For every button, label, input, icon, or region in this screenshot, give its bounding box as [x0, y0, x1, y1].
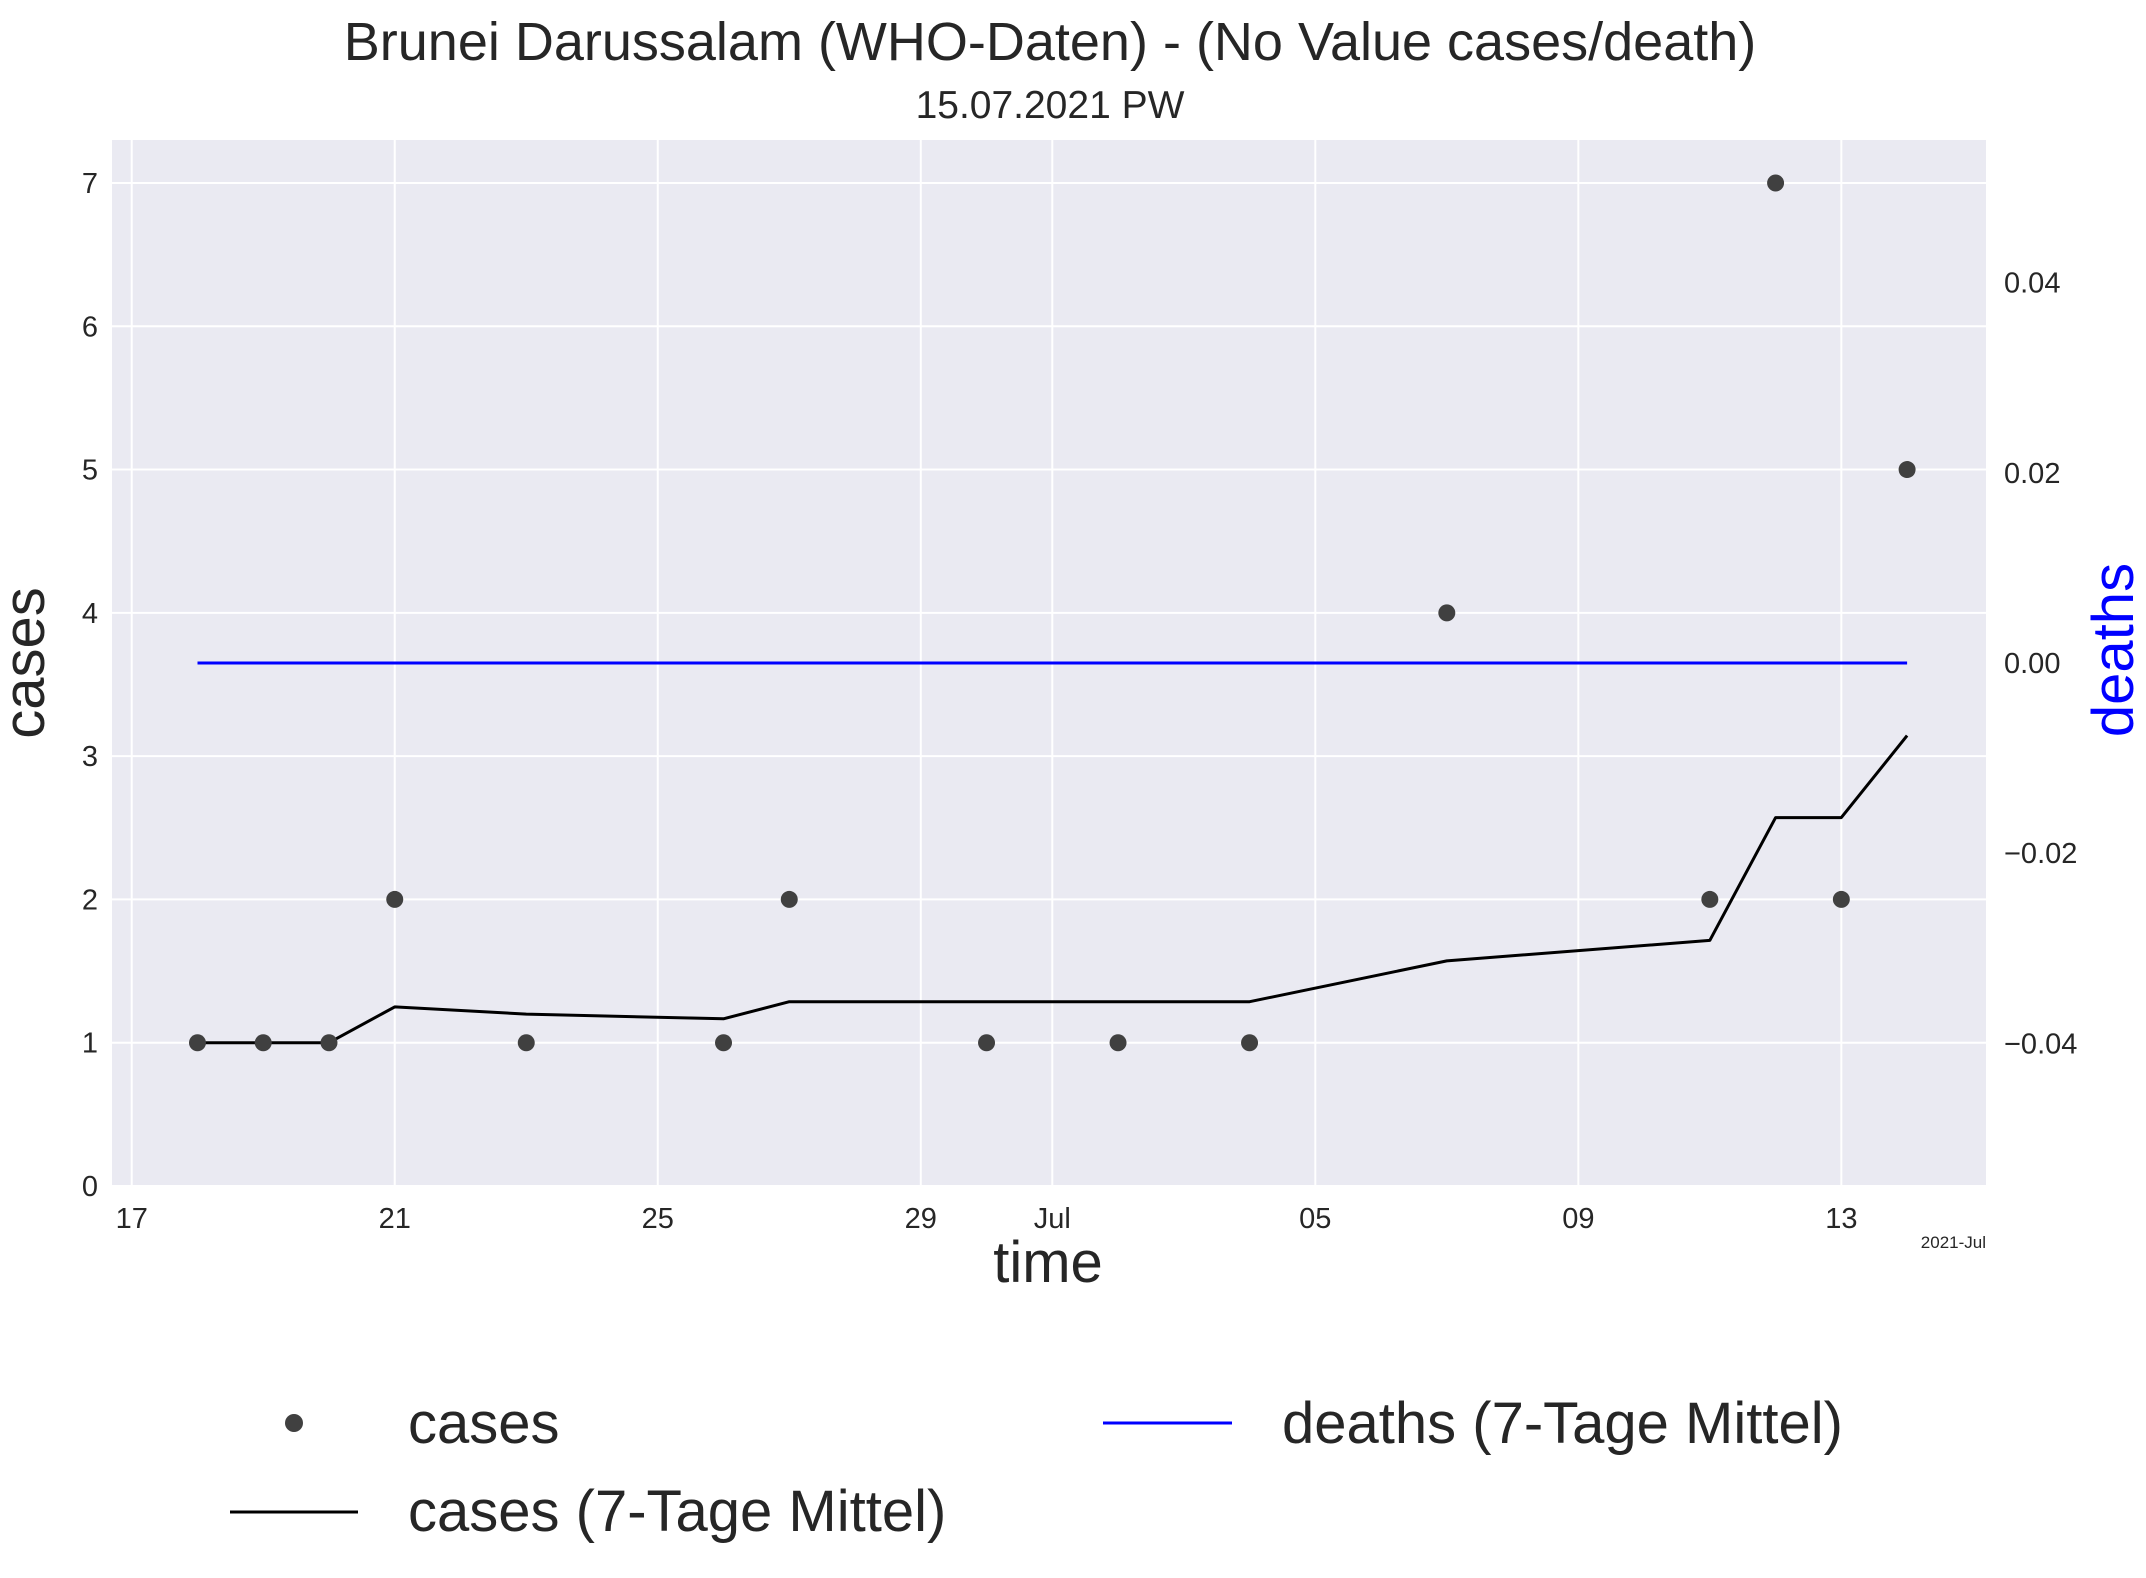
legend-cases-label: cases	[408, 1391, 560, 1456]
legend-deaths-avg-label: deaths (7-Tage Mittel)	[1282, 1391, 1843, 1456]
cases-point	[254, 1034, 272, 1052]
y2-tick-label: 0.00	[2004, 648, 2060, 680]
y-tick-label: 2	[82, 884, 98, 916]
x-tick-label: Jul	[1034, 1203, 1071, 1235]
cases-avg-line	[197, 734, 1909, 1045]
y-tick-label: 5	[82, 455, 98, 487]
cases-point	[978, 1034, 996, 1052]
y-tick-label: 0	[82, 1171, 98, 1203]
y-tick-labels: 0 1 2 3 4 5 6 7	[82, 168, 98, 1203]
y-tick-label: 1	[82, 1028, 98, 1060]
cases-point	[1701, 890, 1719, 908]
chart-subtitle: 15.07.2021 PW	[916, 84, 1185, 127]
y2-tick-label: −0.04	[2004, 1028, 2077, 1060]
cases-point	[1832, 890, 1850, 908]
cases-point	[517, 1034, 535, 1052]
cases-point	[386, 890, 404, 908]
y-tick-label: 6	[82, 311, 98, 343]
y2-tick-labels: −0.04 −0.02 0.00 0.02 0.04	[2004, 268, 2077, 1061]
cases-point	[1898, 461, 1916, 479]
cases-point	[1438, 604, 1456, 622]
x-tick-label: 09	[1562, 1203, 1594, 1235]
cases-point	[1767, 174, 1785, 192]
cases-point	[320, 1034, 338, 1052]
legend: cases cases (7-Tage Mittel) deaths (7-Ta…	[230, 1391, 1843, 1544]
legend-cases-marker	[285, 1414, 303, 1432]
y-axis-label: cases	[0, 587, 57, 739]
cases-point	[780, 890, 798, 908]
x-tick-label: 17	[116, 1203, 148, 1235]
x-tick-label: 05	[1299, 1203, 1331, 1235]
legend-cases-avg-label: cases (7-Tage Mittel)	[408, 1479, 946, 1544]
y-tick-label: 4	[82, 598, 98, 630]
y-tick-label: 7	[82, 168, 98, 200]
y2-axis-label: deaths	[2081, 563, 2146, 737]
x-tick-label: 29	[905, 1203, 937, 1235]
x-tick-labels: 17 21 25 29 Jul 05 09 13	[116, 1203, 1858, 1235]
series-layer	[188, 174, 1916, 1052]
cases-point	[1109, 1034, 1127, 1052]
cases-point	[1241, 1034, 1259, 1052]
y2-tick-label: 0.02	[2004, 458, 2060, 490]
chart-title: Brunei Darussalam (WHO-Daten) - (No Valu…	[344, 12, 1757, 72]
y2-tick-label: 0.04	[2004, 268, 2060, 300]
y2-tick-label: −0.02	[2004, 838, 2077, 870]
cases-point	[715, 1034, 733, 1052]
y-gridlines	[112, 181, 1986, 1187]
x-offset-label: 2021-Jul	[1921, 1233, 1986, 1252]
x-tick-label: 13	[1825, 1203, 1857, 1235]
y-tick-label: 3	[82, 741, 98, 773]
cases-point	[188, 1034, 206, 1052]
x-tick-label: 21	[379, 1203, 411, 1235]
x-tick-label: 25	[642, 1203, 674, 1235]
x-axis-label: time	[993, 1230, 1103, 1295]
